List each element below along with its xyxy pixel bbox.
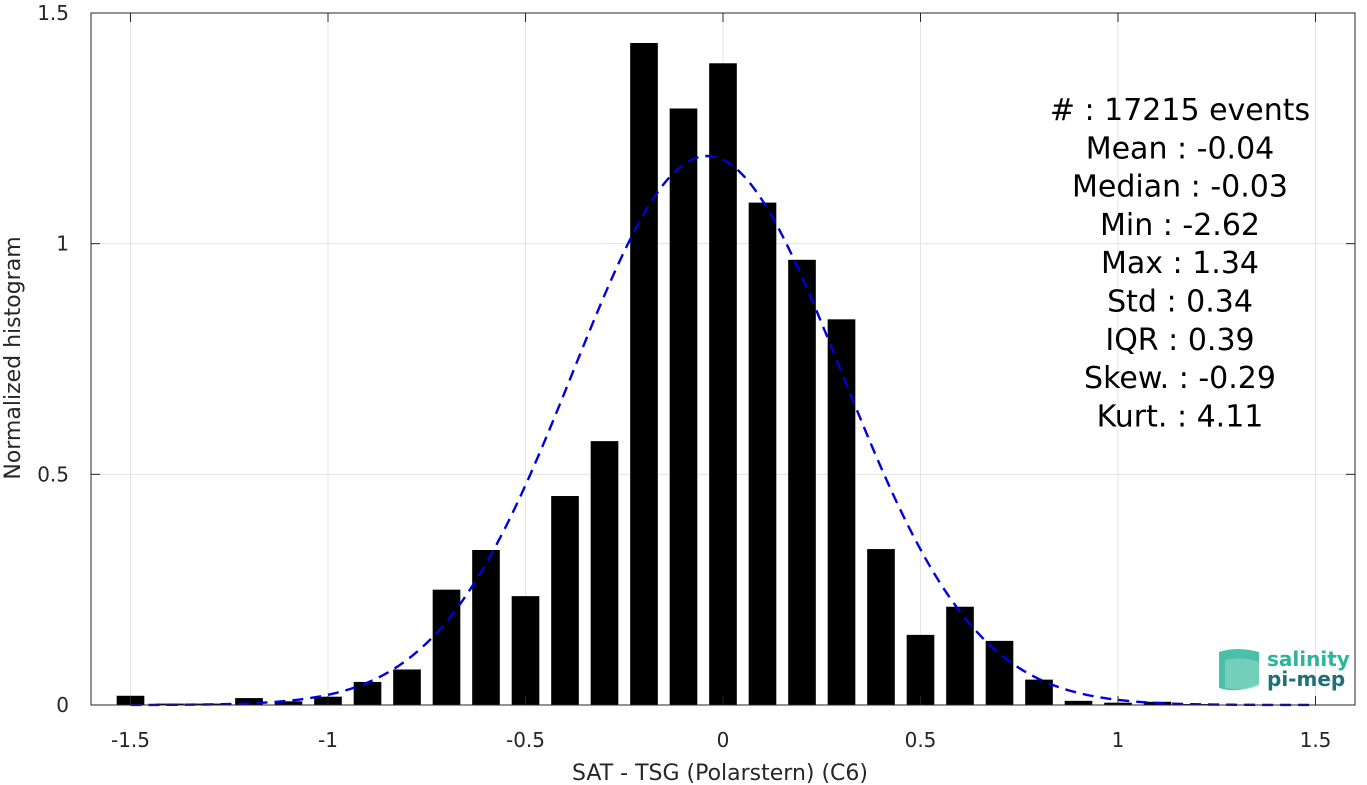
histogram-bar xyxy=(827,319,856,705)
salinity-pi-mep-logo: salinity pi-mep xyxy=(1219,647,1350,691)
y-tick-label: 0 xyxy=(56,693,69,717)
histogram-bar xyxy=(788,259,816,705)
stat-line: Kurt. : 4.11 xyxy=(1097,399,1264,434)
x-axis-label: SAT - TSG (Polarstern) (C6) xyxy=(572,761,868,785)
stat-line: Mean : -0.04 xyxy=(1086,131,1275,166)
y-axis-label: Normalized histogram xyxy=(1,236,26,479)
x-tick-label: 1.5 xyxy=(1300,728,1332,752)
x-tick-label: 1 xyxy=(1112,728,1125,752)
stat-line: # : 17215 events xyxy=(1050,93,1310,128)
histogram-bar xyxy=(985,640,1014,705)
histogram-bar xyxy=(630,42,658,705)
y-tick-label: 1.5 xyxy=(37,1,69,25)
histogram-bar xyxy=(511,596,540,705)
stat-line: IQR : 0.39 xyxy=(1105,323,1254,358)
x-tick-label: 0.5 xyxy=(905,728,937,752)
histogram-bar xyxy=(274,701,303,705)
histogram-bar xyxy=(472,549,500,705)
x-tick-label: -1.5 xyxy=(111,728,150,752)
y-tick-labels: 0 0.5 1 1.5 xyxy=(37,1,69,717)
x-tick-label: 0 xyxy=(717,728,730,752)
stat-line: Median : -0.03 xyxy=(1072,170,1288,205)
x-tick-label: -1 xyxy=(318,728,338,752)
axis-ticks xyxy=(91,12,1355,706)
histogram-bar xyxy=(906,634,935,705)
histogram-bar xyxy=(551,496,579,705)
stat-line: Min : -2.62 xyxy=(1100,208,1260,243)
histogram-bar xyxy=(393,669,421,705)
histogram-bar xyxy=(590,441,619,705)
y-tick-label: 0.5 xyxy=(37,462,69,486)
histogram-bar xyxy=(709,63,737,705)
histogram-bar xyxy=(1064,700,1093,705)
logo-line-1: salinity xyxy=(1267,647,1350,671)
stat-line: Std : 0.34 xyxy=(1107,285,1253,320)
gaussian-fit-curve xyxy=(130,154,1316,707)
histogram-bar xyxy=(1025,679,1053,705)
stat-line: Skew. : -0.29 xyxy=(1084,361,1276,396)
histogram-bar xyxy=(946,606,974,705)
histogram-bar xyxy=(432,589,461,705)
logo-wave-icon-back xyxy=(1225,658,1259,690)
x-tick-label: -0.5 xyxy=(506,728,545,752)
x-tick-labels: -1.5 -1 -0.5 0 0.5 1 1.5 xyxy=(111,728,1331,752)
histogram-bar xyxy=(748,202,777,705)
logo-line-2: pi-mep xyxy=(1267,667,1345,691)
histogram-bar xyxy=(669,108,698,706)
stat-line: Max : 1.34 xyxy=(1101,246,1259,281)
histogram-bar xyxy=(867,549,895,705)
histogram-bar xyxy=(353,681,382,705)
y-tick-label: 1 xyxy=(56,232,69,256)
histogram-bar xyxy=(235,698,263,705)
